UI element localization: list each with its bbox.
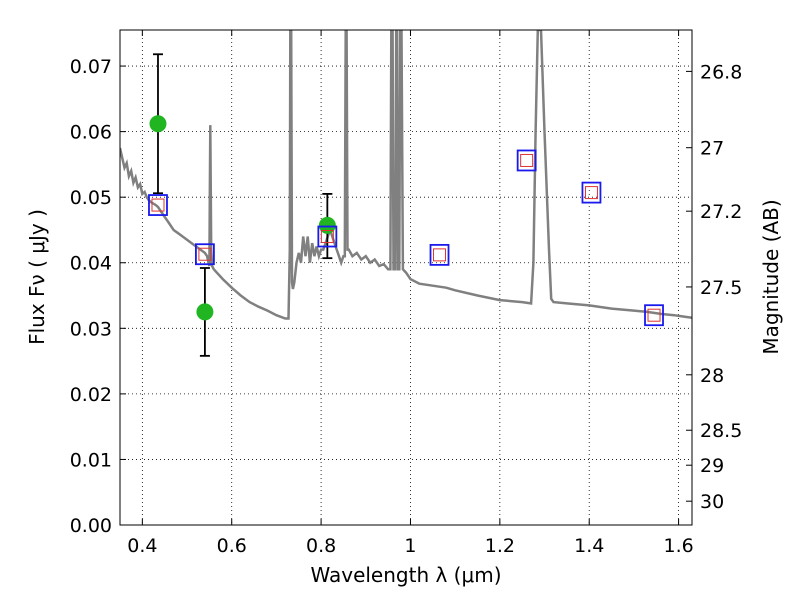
mag-tick-label: 30 bbox=[700, 491, 724, 513]
y-tick-label: 0.06 bbox=[70, 122, 112, 144]
x-axis-label: Wavelength λ (μm) bbox=[310, 563, 501, 587]
y-tick-label: 0.01 bbox=[70, 449, 112, 471]
mag-tick-label: 27.2 bbox=[700, 201, 742, 223]
observed-points bbox=[149, 115, 336, 321]
plot-frame bbox=[119, 29, 693, 526]
x-tick-label: 1.4 bbox=[574, 535, 604, 557]
axis-ticks bbox=[120, 30, 692, 526]
model-photometry-box bbox=[581, 181, 602, 204]
x-tick-label: 0.6 bbox=[217, 535, 247, 557]
x-tick-label: 0.4 bbox=[127, 535, 157, 557]
model-spectrum-line bbox=[120, 30, 692, 320]
mag-tick-label: 27.5 bbox=[700, 277, 742, 299]
mag-tick-label: 26.8 bbox=[700, 61, 742, 83]
x-tick-label: 1 bbox=[404, 535, 416, 557]
axis-tick-labels: 0.4 0.6 0.8 1 1.2 1.4 1.6 0.00 0.01 0.02 0.03 0.04 0… bbox=[70, 56, 743, 557]
model-photometry-box bbox=[195, 243, 215, 266]
x-tick-label: 1.2 bbox=[485, 535, 515, 557]
y-tick-label: 0.04 bbox=[70, 253, 112, 275]
mag-tick-label: 28.5 bbox=[700, 420, 742, 442]
x-tick-label: 0.8 bbox=[306, 535, 336, 557]
observed-point bbox=[318, 216, 336, 234]
model-photometry-box bbox=[516, 149, 537, 172]
x-tick-label: 1.6 bbox=[663, 535, 693, 557]
y-tick-label: 0.02 bbox=[70, 384, 112, 406]
observed-point bbox=[149, 115, 167, 133]
mag-tick-label: 27 bbox=[700, 138, 724, 160]
model-photometry-box bbox=[317, 225, 338, 248]
model-photometry-box bbox=[429, 243, 450, 266]
model-photometry-box-inner bbox=[520, 153, 534, 167]
observed-point bbox=[196, 303, 214, 321]
model-photometry-box bbox=[644, 304, 664, 327]
model-photometry-box-inner bbox=[320, 230, 334, 244]
model-photometry-box-inner bbox=[647, 308, 661, 322]
y-tick-label: 0.00 bbox=[70, 515, 112, 537]
y-axis-right-label: Magnitude (AB) bbox=[759, 199, 783, 354]
model-photometry-box bbox=[148, 194, 168, 216]
y-tick-label: 0.07 bbox=[70, 56, 112, 78]
model-photometry-box-inner bbox=[584, 186, 598, 200]
model-spectrum bbox=[120, 30, 692, 320]
model-photometry-box-inner bbox=[433, 248, 447, 262]
model-photometry-points bbox=[148, 149, 664, 327]
error-bars bbox=[152, 53, 333, 357]
y-tick-label: 0.03 bbox=[70, 318, 112, 340]
model-photometry-box-inner bbox=[198, 247, 212, 261]
mag-tick-label: 28 bbox=[700, 365, 724, 387]
y-tick-label: 0.05 bbox=[70, 187, 112, 209]
model-photometry-box-inner bbox=[151, 198, 165, 212]
y-axis-label: Flux Fν ( μJy ) bbox=[25, 209, 49, 345]
mag-tick-label: 29 bbox=[700, 455, 724, 477]
